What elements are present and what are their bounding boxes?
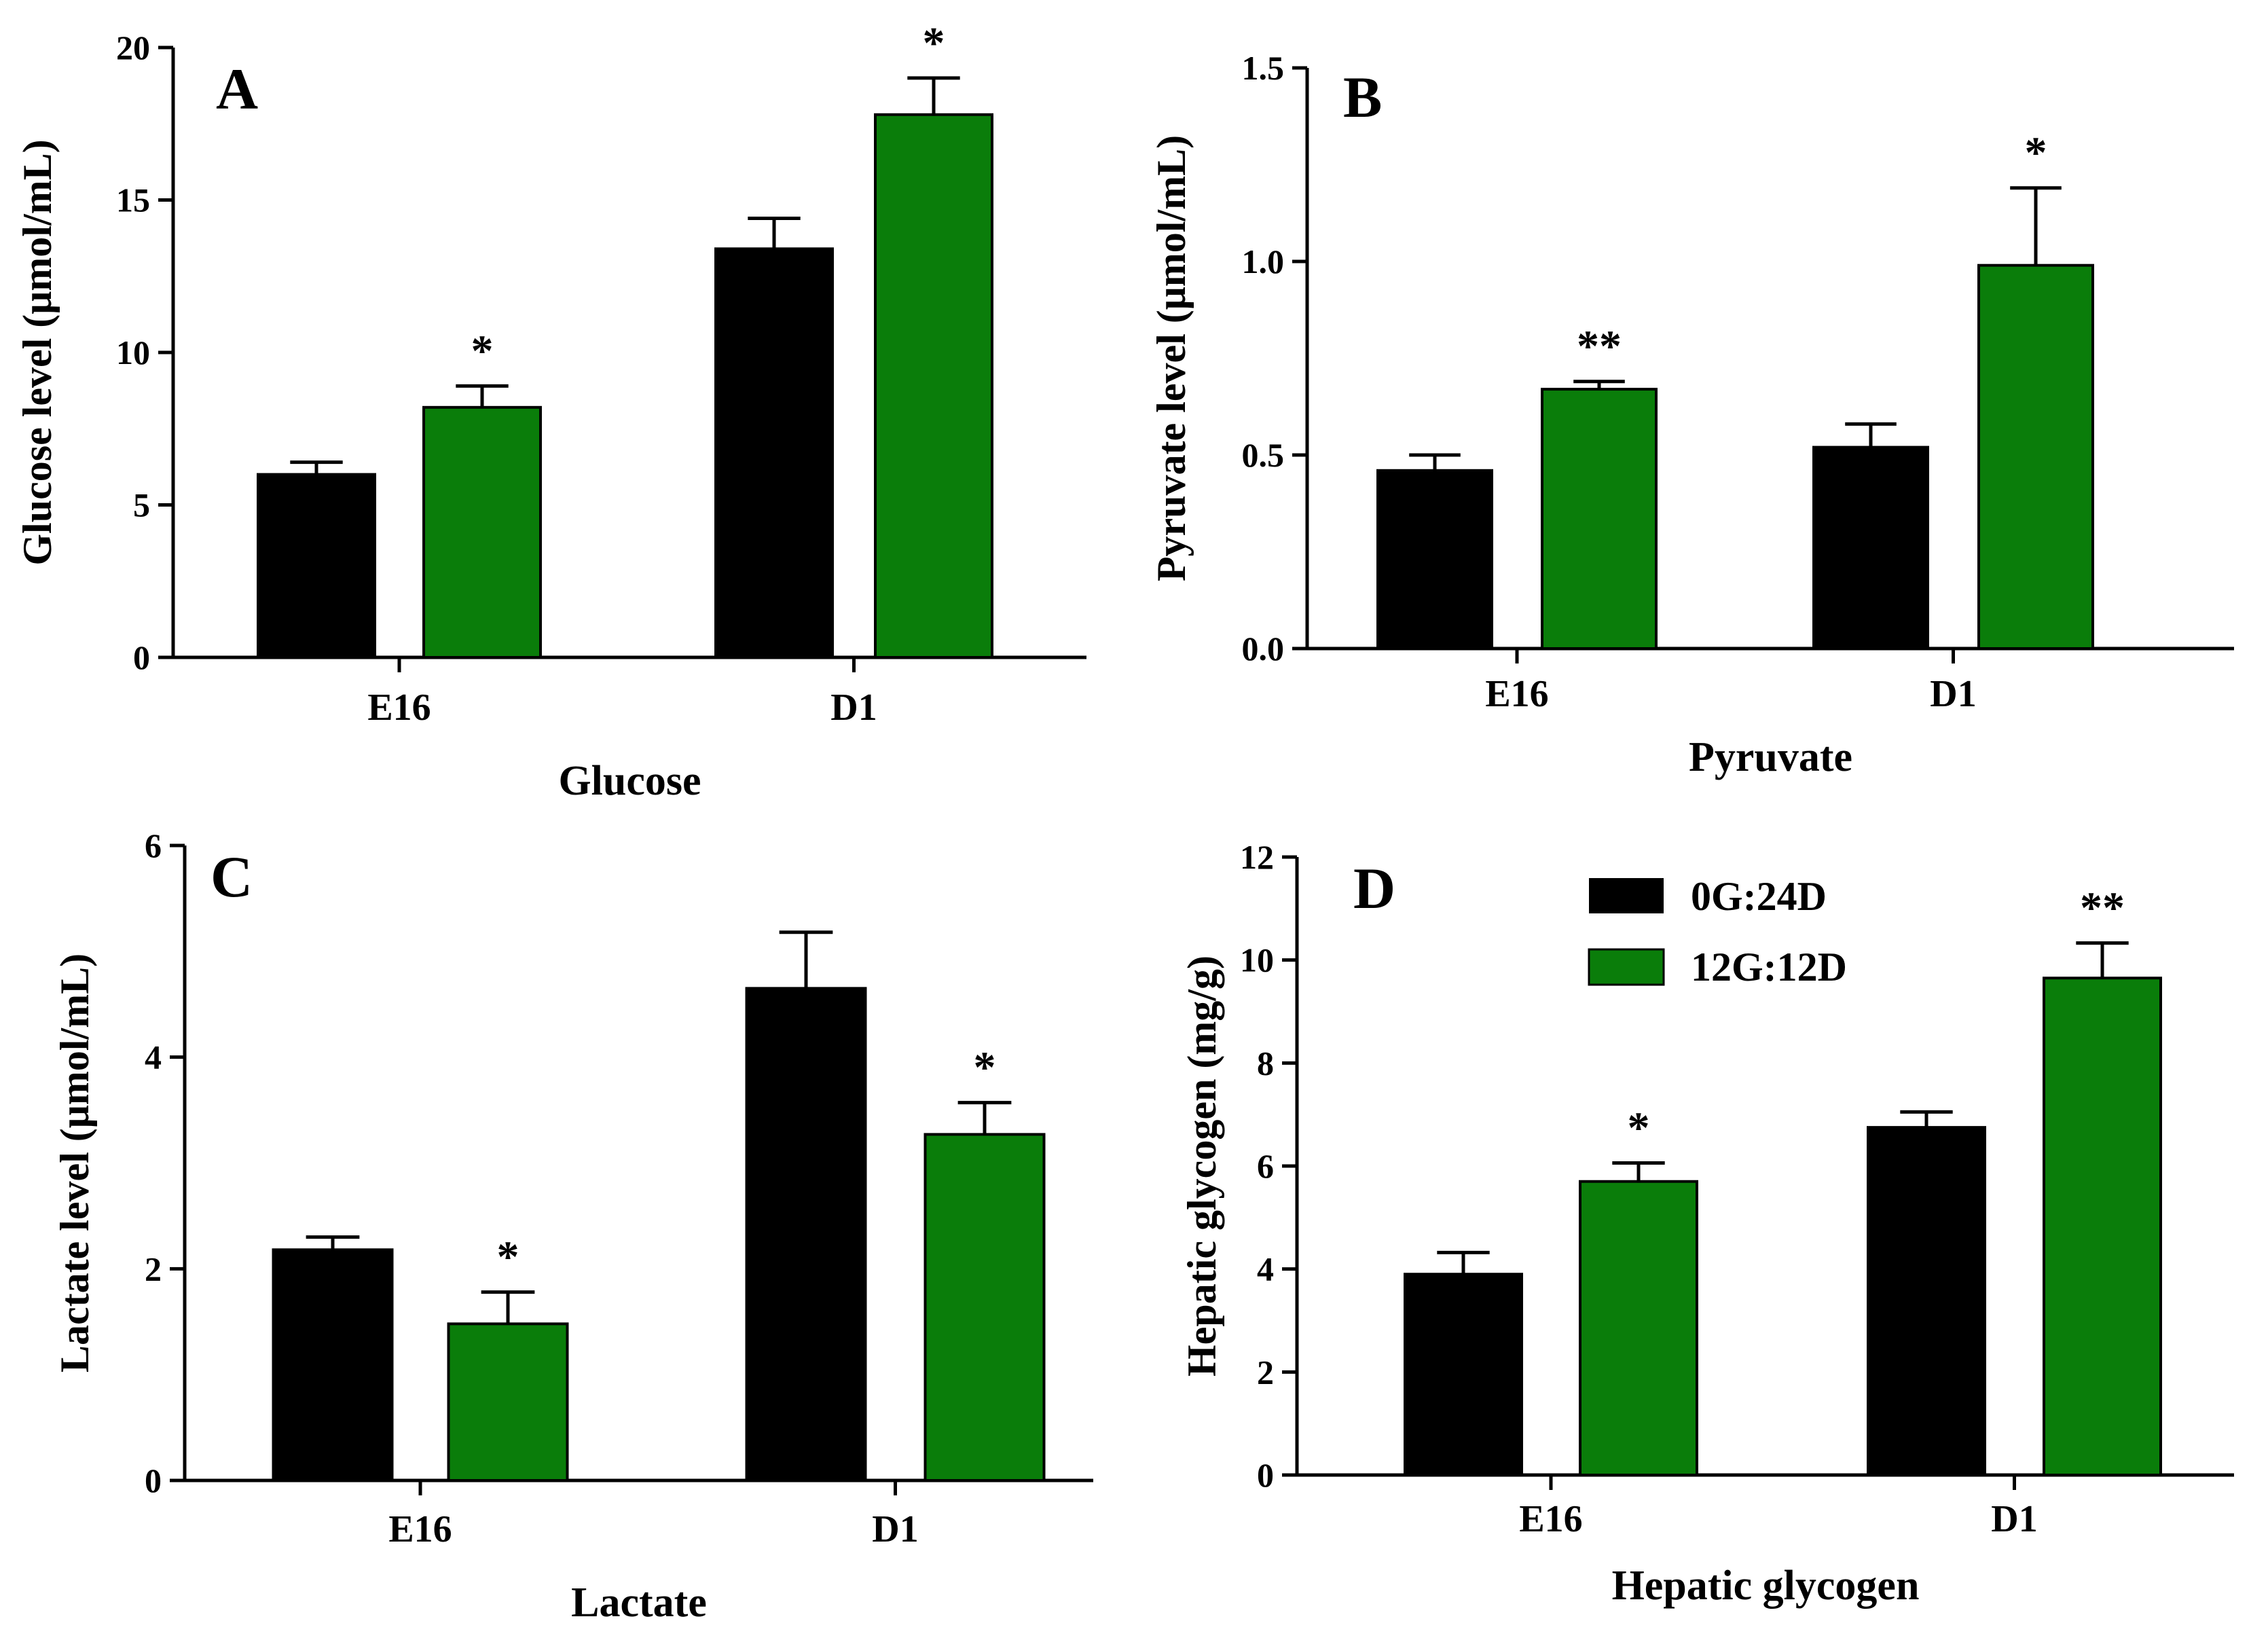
y-tick-label: 6 <box>1257 1147 1274 1185</box>
bar-e16-12g12d <box>447 1322 569 1482</box>
legend: 0G:24D 12G:12D <box>1588 874 1847 989</box>
x-category-label: E16 <box>388 1508 452 1550</box>
significance-marker: ** <box>2080 884 2125 933</box>
panel-c: 0 2 4 6 * E16 * D1 C Lactate Lactate level (μmol/m… <box>52 826 1093 1626</box>
legend-swatch-0g24d <box>1589 878 1664 913</box>
significance-marker: * <box>2025 128 2047 178</box>
bar-d1-12g12d <box>1977 263 2094 650</box>
y-tick-label: 12 <box>1240 838 1274 876</box>
y-tick-label: 2 <box>1257 1353 1274 1391</box>
x-axis-title: Glucose <box>558 758 701 804</box>
y-tick-label: 5 <box>133 486 150 524</box>
bar-d1-0g24d <box>1812 445 1929 650</box>
x-category-label: D1 <box>1991 1498 2037 1540</box>
bar-e16-0g24d <box>272 1248 394 1482</box>
x-axis-title: Hepatic glycogen <box>1612 1563 1920 1609</box>
panel-a: 0 5 10 15 20 * E16 * D1 A Glucose Glucose level (μm… <box>15 18 1086 804</box>
y-tick-label: 1.0 <box>1242 242 1285 280</box>
y-axis-title: Hepatic glycogen (mg/g) <box>1179 956 1224 1377</box>
x-axis-title: Pyruvate <box>1689 734 1852 780</box>
significance-marker: * <box>497 1233 519 1282</box>
bar-e16-12g12d <box>1541 388 1658 650</box>
y-tick-label: 1.5 <box>1242 49 1285 87</box>
bar-d1-0g24d <box>714 247 834 659</box>
significance-marker: * <box>974 1043 996 1093</box>
x-category-label: E16 <box>367 687 431 729</box>
y-axis-title: Lactate level (μmol/mL) <box>52 953 97 1372</box>
legend-label-0g24d: 0G:24D <box>1691 874 1827 919</box>
panel-letter: B <box>1343 65 1382 130</box>
bar-e16-12g12d <box>1579 1180 1698 1476</box>
panel-letter: A <box>216 56 258 122</box>
bar-d1-0g24d <box>1867 1126 1986 1476</box>
y-tick-label: 0 <box>145 1461 162 1499</box>
x-category-label: D1 <box>830 687 877 729</box>
y-tick-label: 4 <box>1257 1250 1274 1288</box>
y-tick-label: 0 <box>133 638 150 676</box>
y-axis-title: Glucose level (μmol/mL) <box>15 139 60 565</box>
x-category-label: E16 <box>1485 673 1548 715</box>
panel-b: 0.0 0.5 1.0 1.5 ** E16 * D1 B Pyruvate Pyruvate le… <box>1149 49 2234 780</box>
y-tick-label: 6 <box>145 826 162 864</box>
bar-e16-0g24d <box>257 473 376 659</box>
panel-letter: C <box>211 844 253 909</box>
y-tick-label: 0 <box>1257 1456 1274 1494</box>
y-axis-title: Pyruvate level (μmol/mL) <box>1149 135 1194 581</box>
bar-e16-0g24d <box>1404 1273 1523 1476</box>
x-category-label: D1 <box>872 1508 918 1550</box>
x-category-label: E16 <box>1519 1498 1582 1540</box>
significance-marker: * <box>471 326 494 376</box>
bar-d1-12g12d <box>923 1133 1046 1482</box>
bar-d1-0g24d <box>745 987 867 1482</box>
y-tick-label: 10 <box>1240 941 1274 979</box>
bar-e16-12g12d <box>422 405 542 659</box>
panel-d: 0 2 4 6 8 10 12 * E16 ** D1 D Hepatic glycogen Hepati… <box>1179 838 2234 1609</box>
bar-e16-0g24d <box>1376 469 1493 650</box>
significance-marker: * <box>923 18 945 68</box>
significance-marker: * <box>1628 1103 1650 1152</box>
y-tick-label: 2 <box>145 1250 162 1288</box>
legend-label-12g12d: 12G:12D <box>1691 945 1847 989</box>
y-tick-label: 4 <box>145 1038 162 1076</box>
significance-marker: ** <box>1577 322 1622 371</box>
x-category-label: D1 <box>1930 673 1976 715</box>
y-tick-label: 8 <box>1257 1044 1274 1082</box>
y-tick-label: 10 <box>116 333 150 371</box>
x-axis-title: Lactate <box>571 1580 707 1626</box>
y-tick-label: 15 <box>116 181 150 219</box>
legend-swatch-12g12d <box>1588 948 1665 986</box>
y-tick-label: 0.5 <box>1242 436 1285 474</box>
y-tick-label: 20 <box>116 29 150 67</box>
y-tick-label: 0.0 <box>1242 630 1285 668</box>
bar-d1-12g12d <box>874 113 993 659</box>
panel-letter: D <box>1353 856 1395 921</box>
bar-d1-12g12d <box>2043 977 2162 1477</box>
